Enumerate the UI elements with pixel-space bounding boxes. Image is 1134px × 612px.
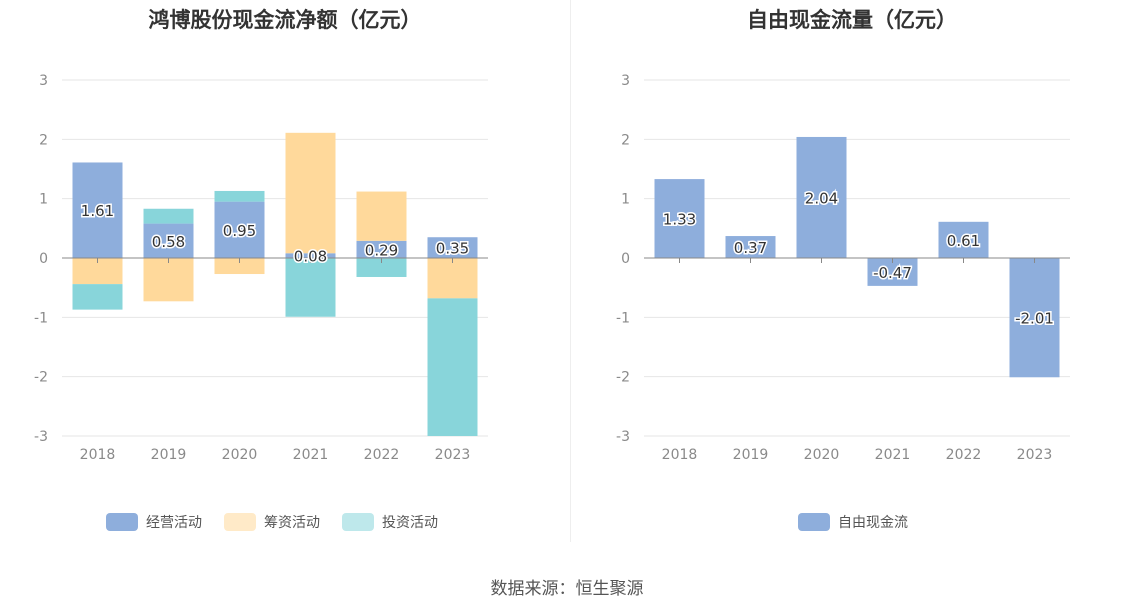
data-label: 0.29 — [365, 241, 398, 259]
free-cashflow-chart-title: 自由现金流量（亿元） — [747, 8, 957, 32]
x-tick-label: 2021 — [875, 447, 911, 463]
y-tick-label: 1 — [39, 192, 48, 208]
x-tick-label: 2022 — [946, 447, 982, 463]
data-label: 2.04 — [805, 189, 838, 207]
data-source: 数据来源：恒生聚源 — [490, 579, 644, 599]
y-tick-label: 3 — [621, 73, 630, 89]
y-tick-label: 0 — [621, 251, 630, 267]
panel-divider — [570, 0, 571, 542]
x-tick-label: 2021 — [293, 447, 329, 463]
legend-swatch — [224, 513, 256, 531]
x-tick-label: 2019 — [733, 447, 769, 463]
bar — [72, 162, 123, 258]
data-label: 0.08 — [294, 248, 327, 266]
bar — [143, 208, 194, 224]
y-tick-label: 1 — [621, 192, 630, 208]
y-tick-label: 3 — [39, 73, 48, 89]
x-tick-label: 2023 — [435, 447, 471, 463]
legend-label: 投资活动 — [382, 515, 438, 531]
bar — [938, 221, 989, 258]
data-label: 0.95 — [223, 222, 256, 240]
data-label: 0.61 — [947, 232, 980, 250]
cashflow-chart-title: 鸿博股份现金流净额（亿元） — [148, 8, 422, 32]
bar — [427, 258, 478, 299]
bar — [285, 258, 336, 317]
y-tick-label: -2 — [34, 370, 48, 386]
y-tick-label: 0 — [39, 251, 48, 267]
bar — [796, 136, 847, 258]
legend-swatch — [106, 513, 138, 531]
bar — [356, 240, 407, 258]
y-tick-label: -3 — [616, 429, 630, 445]
data-label: 1.61 — [81, 202, 114, 220]
cashflow-chart: 3 2 1 0 -1 -2 -3 2018 2019 2020 2021 2022 2023 1.61 0.… — [34, 73, 488, 531]
data-label: 0.35 — [436, 240, 469, 258]
legend-swatch — [342, 513, 374, 531]
bar — [427, 237, 478, 258]
legend-label: 经营活动 — [146, 515, 202, 531]
bar — [214, 201, 265, 258]
data-label: -2.01 — [1015, 310, 1054, 328]
x-tick-label: 2020 — [222, 447, 258, 463]
bar — [143, 223, 194, 258]
legend-swatch — [798, 513, 830, 531]
y-tick-label: -2 — [616, 370, 630, 386]
bar — [72, 284, 123, 310]
legend-label: 自由现金流 — [838, 515, 908, 531]
data-label: 0.37 — [734, 239, 767, 257]
x-tick-label: 2018 — [80, 447, 116, 463]
bar — [1009, 258, 1060, 378]
y-tick-label: 2 — [39, 132, 48, 148]
bar — [285, 132, 336, 254]
bar — [654, 179, 705, 258]
bar — [356, 191, 407, 241]
y-tick-label: -1 — [34, 310, 48, 326]
data-label: -0.47 — [873, 264, 912, 282]
bar — [214, 258, 265, 275]
x-tick-label: 2022 — [364, 447, 400, 463]
bar — [356, 258, 407, 277]
legend-label: 筹资活动 — [264, 514, 320, 531]
free-cashflow-chart: 3 2 1 0 -1 -2 -3 2018 2019 2020 2021 2022 2023 1.33 0.… — [616, 73, 1070, 531]
y-tick-label: -3 — [34, 429, 48, 445]
bar — [427, 298, 478, 436]
bar — [285, 253, 336, 258]
x-tick-label: 2019 — [151, 447, 187, 463]
data-label: 0.58 — [152, 233, 185, 251]
data-label: 1.33 — [663, 211, 696, 229]
x-tick-label: 2020 — [804, 447, 840, 463]
bar — [214, 190, 265, 202]
x-tick-label: 2023 — [1017, 447, 1053, 463]
x-tick-label: 2018 — [662, 447, 698, 463]
bar — [143, 258, 194, 302]
y-tick-label: -1 — [616, 310, 630, 326]
bar — [725, 236, 776, 258]
y-tick-label: 2 — [621, 132, 630, 148]
